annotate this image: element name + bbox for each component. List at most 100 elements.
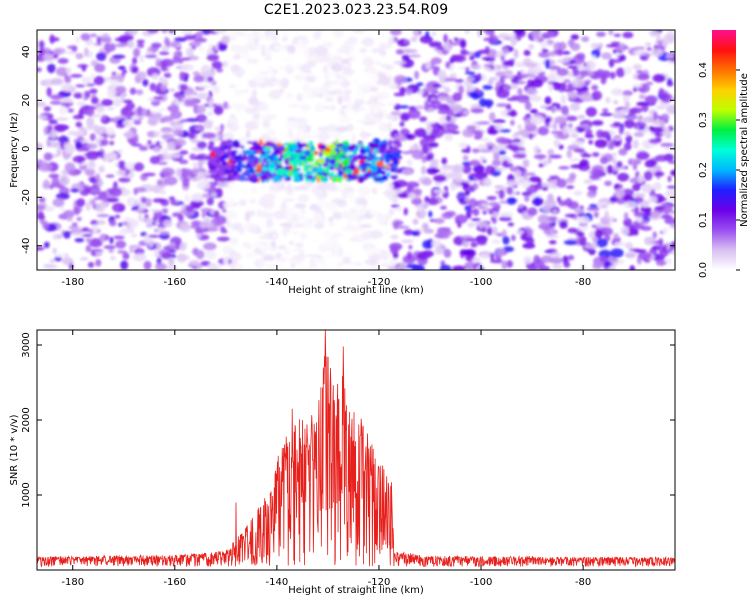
heatmap-cell xyxy=(554,116,567,125)
heatmap-cell xyxy=(652,182,662,191)
heatmap-cell xyxy=(37,204,46,211)
heatmap-signal-cell xyxy=(212,174,220,179)
heatmap-cell xyxy=(337,262,344,266)
heatmap-cell xyxy=(567,254,575,261)
heatmap-cell xyxy=(620,226,630,236)
heatmap-cell xyxy=(528,43,535,50)
heatmap-cell xyxy=(464,190,471,196)
heatmap-cell xyxy=(556,68,569,77)
heatmap-cell xyxy=(520,180,531,189)
heatmap-cell xyxy=(638,252,652,260)
heatmap-cell xyxy=(195,127,203,131)
heatmap-cell xyxy=(637,123,647,127)
heatmap-cell xyxy=(387,266,401,270)
heatmap-cell xyxy=(541,187,549,191)
heatmap-cell xyxy=(330,131,341,140)
heatmap-cell xyxy=(183,34,197,41)
heatmap-cell xyxy=(55,117,69,122)
heatmap-cell xyxy=(507,59,515,67)
heatmap-signal-cell xyxy=(246,141,255,144)
heatmap-cell xyxy=(291,230,299,236)
heatmap-cell xyxy=(75,140,83,150)
heatmap-cell xyxy=(151,73,159,81)
heatmap-cell xyxy=(129,247,134,253)
heatmap-cell xyxy=(507,222,515,227)
heatmap-cell xyxy=(570,34,580,41)
heatmap-cell xyxy=(201,193,212,199)
heatmap-cell xyxy=(613,141,622,147)
heatmap-cell xyxy=(411,149,424,160)
spectrogram-y-tick-label: 20 xyxy=(21,94,32,107)
heatmap-cell xyxy=(211,84,218,90)
heatmap-cell xyxy=(569,102,581,112)
heatmap-cell xyxy=(81,233,93,237)
heatmap-cell xyxy=(270,75,277,79)
heatmap-cell xyxy=(623,66,633,75)
heatmap-cell xyxy=(661,113,670,122)
heatmap-cell xyxy=(598,43,604,49)
heatmap-cell xyxy=(76,101,87,106)
heatmap-signal-cell xyxy=(225,166,233,170)
heatmap-cell xyxy=(280,257,289,261)
heatmap-cell xyxy=(571,78,585,88)
heatmap-cell xyxy=(469,159,481,167)
heatmap-cell xyxy=(424,85,437,93)
heatmap-cell xyxy=(640,225,653,231)
heatmap-cell xyxy=(461,182,470,189)
heatmap-cell xyxy=(613,137,623,141)
heatmap-cell xyxy=(157,161,168,166)
heatmap-cell xyxy=(209,44,214,50)
heatmap-signal-cell xyxy=(220,176,226,183)
heatmap-cell xyxy=(229,180,235,186)
heatmap-cell xyxy=(495,143,510,151)
heatmap-cell xyxy=(475,221,488,227)
heatmap-cell xyxy=(666,241,671,251)
heatmap-cell xyxy=(52,198,65,208)
heatmap-signal-cell xyxy=(260,170,269,174)
heatmap-cell xyxy=(670,241,675,247)
heatmap-cell xyxy=(300,207,307,215)
heatmap-cell xyxy=(364,259,378,265)
heatmap-cell xyxy=(584,134,595,139)
heatmap-cell xyxy=(352,107,364,112)
heatmap-cell xyxy=(624,242,633,249)
heatmap-cell xyxy=(444,133,453,142)
heatmap-cell xyxy=(486,208,492,212)
heatmap-cell xyxy=(90,97,99,105)
heatmap-cell xyxy=(98,165,105,173)
heatmap-cell xyxy=(49,259,56,263)
heatmap-cell xyxy=(221,61,229,67)
heatmap-cell xyxy=(551,264,563,269)
heatmap-cell xyxy=(238,139,249,145)
heatmap-cell xyxy=(498,33,510,39)
heatmap-signal-cell xyxy=(300,174,304,182)
heatmap-cell xyxy=(175,144,181,148)
heatmap-cell xyxy=(575,52,586,60)
snr-y-tick-label: 2000 xyxy=(21,407,32,432)
heatmap-cell xyxy=(488,112,496,122)
heatmap-cell xyxy=(88,238,103,248)
heatmap-cell xyxy=(38,47,45,58)
heatmap-cell xyxy=(337,199,347,208)
heatmap-cell xyxy=(618,54,626,62)
heatmap-cell xyxy=(623,212,629,221)
heatmap-cell xyxy=(122,252,130,260)
heatmap-cell xyxy=(168,243,177,249)
heatmap-cell xyxy=(317,182,331,191)
heatmap-cell xyxy=(214,30,228,34)
heatmap-cell xyxy=(43,126,49,136)
heatmap-cell xyxy=(432,84,442,88)
heatmap-cell xyxy=(472,164,485,174)
heatmap-signal-cell xyxy=(358,164,368,168)
heatmap-cell xyxy=(602,108,609,114)
heatmap-cell xyxy=(574,126,585,133)
heatmap-cell xyxy=(617,172,630,182)
heatmap-cell xyxy=(355,127,366,131)
heatmap-signal-cell xyxy=(267,161,276,168)
heatmap-cell xyxy=(669,223,675,229)
heatmap-cell xyxy=(122,119,133,128)
heatmap-cell xyxy=(37,142,44,152)
heatmap-cell xyxy=(637,73,650,81)
heatmap-cell xyxy=(593,211,599,218)
